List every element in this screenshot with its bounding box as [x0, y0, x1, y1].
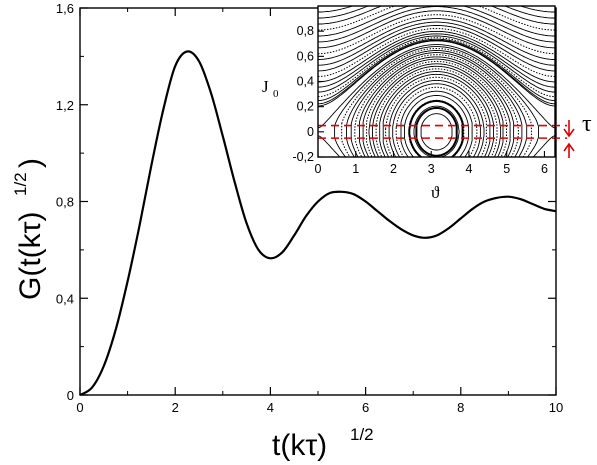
x-tick-label: 2 — [172, 400, 179, 415]
inset-x-tick-label: 6 — [541, 162, 548, 176]
tau-arrow-down-head — [563, 128, 575, 138]
inset-y-label: J — [262, 77, 269, 96]
inset-orbit — [395, 86, 478, 157]
y-tick-label: 0,4 — [56, 291, 74, 306]
tau-marker: τ — [563, 111, 592, 158]
inset-orbit — [318, 40, 555, 157]
inset-band — [318, 124, 567, 139]
x-tick-label: 10 — [549, 400, 563, 415]
inset-orbit — [379, 71, 494, 157]
inset-orbit — [368, 63, 504, 157]
y-tick-label: 0,8 — [56, 195, 74, 210]
inset-inner-orbit — [408, 100, 464, 157]
x-axis-label: t(kτ) 1/2 — [272, 425, 374, 462]
inset-phase-portrait — [318, 6, 555, 157]
inset-orbit — [318, 39, 555, 157]
y-tick-label: 0 — [67, 388, 74, 403]
inset-y-tick-label: 0 — [307, 125, 314, 139]
inset-orbit — [318, 25, 555, 157]
inset-orbit — [382, 73, 491, 157]
inset-orbit — [318, 35, 555, 157]
y-axis-label-base: G(t(kτ) — [14, 212, 47, 301]
tau-label: τ — [582, 111, 592, 137]
tau-arrow-up-head — [563, 142, 575, 152]
inset-orbit — [392, 83, 481, 157]
inset-orbit — [385, 76, 487, 157]
series-line — [79, 50, 557, 396]
inset-orbit — [372, 65, 502, 157]
inset-orbit — [318, 10, 555, 157]
y-axis-label-close: ) — [14, 158, 47, 168]
inset-orbit — [318, 33, 555, 157]
x-axis-label-base: t(kτ) — [272, 429, 327, 462]
inset-x-ticks: 0 1 2 3 4 5 6 — [315, 151, 548, 176]
inset-orbit — [400, 90, 473, 157]
inset-orbits — [318, 6, 555, 157]
x-tick-label: 4 — [267, 400, 274, 415]
inset-y-tick-label: 0,4 — [297, 75, 314, 89]
y-axis-label-sup: 1/2 — [11, 172, 30, 196]
inset-orbit — [341, 48, 532, 157]
inset-y-tick-label: 0,2 — [297, 100, 314, 114]
inset-x-tick-label: 5 — [503, 162, 510, 176]
inset-y-tick-label: 0,6 — [297, 49, 314, 63]
inset-orbit — [413, 105, 460, 157]
x-tick-label: 8 — [457, 400, 464, 415]
inset-orbit — [318, 6, 555, 157]
inset-orbit — [318, 37, 555, 157]
inset-x-label: ϑ — [431, 183, 440, 202]
inset-x-tick-label: 4 — [465, 162, 472, 176]
inset-x-tick-label: 0 — [315, 162, 322, 176]
inset-y-tick-label: 0,8 — [297, 24, 314, 38]
y-tick-label: 1,6 — [56, 1, 74, 16]
inset-orbit — [420, 113, 453, 151]
inset-orbit — [388, 79, 485, 157]
inset-orbit — [359, 56, 515, 157]
inset-orbit — [350, 52, 523, 157]
inset-inner-orbit — [415, 107, 458, 157]
inset-orbit — [318, 18, 555, 157]
inset-orbit — [366, 60, 507, 157]
inset-orbit — [318, 38, 555, 157]
inset-y-tick-label: -0,2 — [292, 150, 314, 164]
x-tick-label: 6 — [362, 400, 369, 415]
inset-orbit — [318, 6, 555, 157]
inset-orbit — [334, 46, 539, 157]
y-axis-label: G(t(kτ) 1/2 ) — [11, 158, 47, 300]
inset-orbit — [404, 95, 470, 157]
x-axis-label-sup: 1/2 — [350, 425, 374, 444]
inset-x-tick-label: 3 — [428, 162, 435, 176]
x-tick-label: 0 — [76, 400, 83, 415]
inset-x-tick-label: 1 — [352, 162, 359, 176]
inset-x-tick-label: 2 — [390, 162, 397, 176]
inset-orbit — [362, 58, 511, 157]
inset-orbit — [318, 30, 555, 157]
y-tick-label: 1,2 — [56, 98, 74, 113]
inset-y-ticks: -0,2 0 0,2 0,4 0,6 0,8 — [292, 24, 324, 164]
inset-y-label-sub: 0 — [273, 88, 279, 100]
inset-orbit — [318, 44, 555, 157]
inset-orbit — [318, 21, 555, 157]
